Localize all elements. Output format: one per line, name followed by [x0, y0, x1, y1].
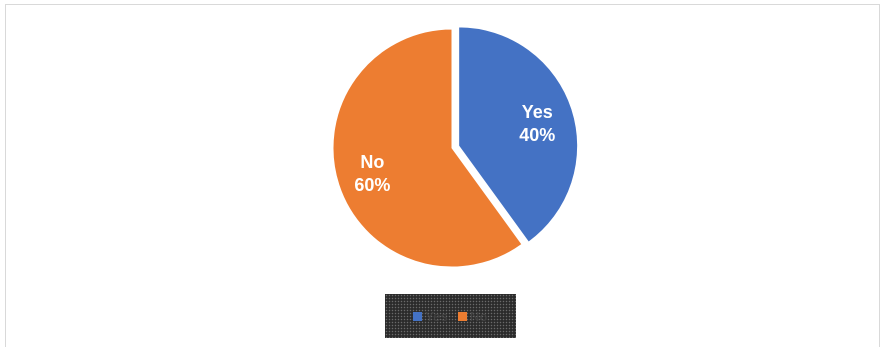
slice-percent-yes: 40% [519, 125, 555, 145]
slice-name-no: No [360, 152, 384, 172]
legend-item-yes: Yes [413, 309, 448, 324]
pie-slice-yes [458, 26, 579, 243]
legend-label-yes: Yes [425, 308, 449, 324]
legend-swatch-yes [413, 311, 423, 321]
legend-swatch-no [458, 311, 468, 321]
chart-legend: Yes No [385, 294, 516, 338]
legend-label-no: No [470, 308, 488, 324]
slice-name-yes: Yes [522, 102, 553, 122]
pie-labels: Yes 40% No 60% [354, 102, 555, 195]
pie-slice-no [332, 28, 523, 268]
legend-item-no: No [458, 309, 488, 324]
slice-percent-no: 60% [354, 175, 390, 195]
pie-slices [332, 26, 579, 268]
